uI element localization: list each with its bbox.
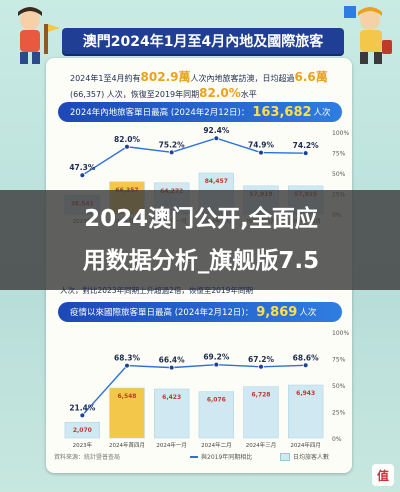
legend-line-swatch <box>190 455 198 458</box>
intro-highlight: 6.6萬 <box>294 70 328 84</box>
percent-point <box>124 143 130 150</box>
percent-label: 69.2% <box>203 353 230 362</box>
overlay-subtext: 人次，對比2023年同期上升超過2倍，恢復至2019年同期 <box>60 286 253 295</box>
bar-value-label: 84,457 <box>205 178 228 185</box>
percent-label: 75.2% <box>159 140 186 149</box>
x-tick-label: 2024年首四月 <box>109 441 145 449</box>
overlay-line2: 用数据分析_旗舰版7.5 <box>82 248 320 274</box>
bar-value-label: 6,076 <box>207 397 226 404</box>
x-tick-label: 2024年一月 <box>156 441 187 449</box>
intro-summary: 2024年1至4月約有802.9萬人次內地旅客訪澳，日均超過6.6萬 (66,3… <box>70 70 340 102</box>
y2-tick-label: 75% <box>332 357 346 364</box>
overlay-line1: 2024澳门公开,全面应 <box>84 206 318 232</box>
percent-label: 68.3% <box>114 354 141 363</box>
x-tick-label: 2024年四月 <box>290 441 321 449</box>
section1-title: 2024年內地旅客單日最高 (2024年2月12日)： 163,682 人次 <box>58 102 342 122</box>
percent-point <box>258 363 264 370</box>
bar-value-label: 2,070 <box>73 427 92 434</box>
bar <box>287 384 324 439</box>
legend-bar: 日均旅客人數 <box>280 452 329 461</box>
international-visitors-chart: 0% 25% 50% 75% 100% 2,070 2023年 6,548 2024年首四月 6,… <box>64 330 349 449</box>
y2-tick-label: 50% <box>332 383 346 390</box>
legend-bar-swatch <box>280 452 290 461</box>
percent-label: 67.2% <box>248 355 275 364</box>
percent-point <box>79 412 86 419</box>
percent-label: 92.4% <box>203 126 230 135</box>
y2-tick-label: 100% <box>332 330 349 337</box>
percent-label: 66.4% <box>159 356 186 365</box>
y2-tick-label: 50% <box>332 171 346 178</box>
percent-label: 74.9% <box>248 141 275 150</box>
bar <box>64 421 101 439</box>
y2-tick-label: 75% <box>332 151 346 158</box>
overlay-band <box>0 190 400 290</box>
percent-label: 74.2% <box>293 141 320 150</box>
character-right-illustration <box>344 6 392 64</box>
intro-highlight: 82.0% <box>199 86 241 100</box>
bar-value-label: 6,548 <box>118 393 137 400</box>
intro-text: 2024年1至4月約有 <box>70 74 141 83</box>
section1-unit: 人次 <box>313 108 331 118</box>
source-footer: 資料來源：統計暨普查局 <box>54 454 121 461</box>
character-left-illustration <box>18 7 60 64</box>
y2-tick-label: 0% <box>332 436 342 443</box>
intro-text: 水平 <box>240 90 257 99</box>
watermark-badge: 值 <box>372 464 394 486</box>
bar <box>109 387 145 439</box>
percent-point <box>79 172 86 179</box>
bar-value-label: 6,728 <box>252 392 271 399</box>
percent-label: 82.0% <box>114 135 141 144</box>
bar <box>153 388 190 439</box>
percent-point <box>168 364 175 371</box>
legend-percent: 與2019年同期相比 <box>190 452 252 461</box>
percent-line <box>81 137 306 176</box>
y2-tick-label: 25% <box>332 410 346 417</box>
x-tick-label: 2023年 <box>73 441 93 449</box>
section1-title-text: 2024年內地旅客單日最高 (2024年2月12日)： <box>70 108 250 118</box>
bar-value-label: 6,423 <box>162 394 181 401</box>
percent-point <box>124 362 130 369</box>
section2-title-text: 疫情以來國際旅客單日最高 (2024年2月12日)： <box>70 308 254 318</box>
percent-point <box>258 149 264 156</box>
section2-title: 疫情以來國際旅客單日最高 (2024年2月12日)： 9,869 人次 <box>58 302 342 322</box>
percent-line <box>81 363 306 416</box>
percent-label: 68.6% <box>293 353 320 362</box>
overlay-headline: 2024澳门公开,全面应 用数据分析_旗舰版7.5 <box>6 198 396 282</box>
percent-point <box>213 361 220 368</box>
percent-label: 47.3% <box>69 163 96 172</box>
percent-point <box>213 135 220 142</box>
x-tick-label: 2024年三月 <box>246 441 277 449</box>
intro-text: 人次內地旅客訪澳，日均超過 <box>190 74 295 83</box>
legend-percent-label: 與2019年同期相比 <box>201 454 253 461</box>
percent-point <box>168 149 175 156</box>
bar <box>243 386 279 439</box>
section2-unit: 人次 <box>299 308 317 318</box>
bar <box>198 391 235 439</box>
banner-title: 澳門2024年1月至4月內地及國際旅客 <box>62 28 344 54</box>
intro-text: (66,357) 人次，恢復至2019年同期 <box>70 90 200 99</box>
intro-highlight: 802.9萬 <box>140 70 191 84</box>
x-tick-label: 2024年二月 <box>201 441 232 449</box>
percent-point <box>302 362 309 369</box>
bar-value-label: 6,943 <box>296 390 315 397</box>
legend-bar-label: 日均旅客人數 <box>293 454 330 461</box>
percent-point <box>302 150 309 156</box>
percent-label: 21.4% <box>69 403 96 412</box>
section2-value: 9,869 <box>256 304 298 320</box>
section1-value: 163,682 <box>252 104 312 120</box>
y2-tick-label: 100% <box>332 130 349 137</box>
